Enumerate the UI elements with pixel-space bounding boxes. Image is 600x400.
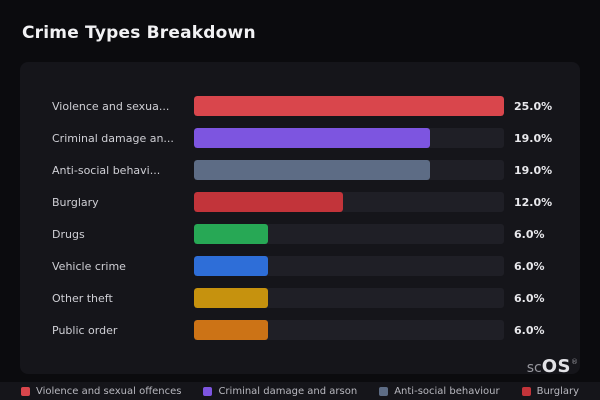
legend-swatch-icon bbox=[20, 386, 30, 396]
bar-track bbox=[194, 192, 504, 212]
bar-track bbox=[194, 128, 504, 148]
value-label: 6.0% bbox=[514, 259, 545, 273]
chart-panel: Violence and sexua... 25.0% Criminal damag… bbox=[20, 62, 580, 374]
bar[interactable] bbox=[194, 192, 343, 212]
bar-track bbox=[194, 224, 504, 244]
legend-item[interactable]: Anti-social behaviour bbox=[379, 385, 500, 397]
category-label: Violence and sexua... bbox=[52, 99, 170, 113]
legend-item[interactable]: Criminal damage and arson bbox=[203, 386, 357, 397]
value-label: 6.0% bbox=[514, 323, 545, 337]
bar-row: Vehicle crime 6.0% bbox=[20, 250, 580, 282]
bar-rows: Violence and sexua... 25.0% Criminal damag… bbox=[20, 90, 580, 346]
value-label: 6.0% bbox=[514, 291, 545, 305]
legend-swatch-icon bbox=[203, 386, 213, 396]
bar-track bbox=[194, 256, 504, 276]
scos-logo: sc OS ® bbox=[527, 358, 578, 376]
bar-track bbox=[194, 320, 504, 340]
bar[interactable] bbox=[194, 256, 269, 276]
value-label: 6.0% bbox=[514, 227, 545, 241]
logo-text-sc: sc bbox=[526, 360, 542, 376]
page-title: Crime Types Breakdown bbox=[22, 23, 256, 43]
value-label: 19.0% bbox=[514, 131, 553, 145]
bar-row: Burglary 12.0% bbox=[20, 186, 580, 218]
bar[interactable] bbox=[194, 96, 504, 116]
bar[interactable] bbox=[194, 288, 269, 308]
value-label: 19.0% bbox=[514, 163, 553, 177]
bar[interactable] bbox=[194, 224, 269, 244]
bar[interactable] bbox=[194, 160, 430, 180]
bar[interactable] bbox=[194, 128, 430, 148]
bar-row: Violence and sexua... 25.0% bbox=[20, 90, 580, 122]
bar-row: Drugs 6.0% bbox=[20, 218, 580, 250]
bar[interactable] bbox=[194, 320, 269, 340]
category-label: Criminal damage an... bbox=[52, 131, 174, 145]
category-label: Vehicle crime bbox=[52, 259, 126, 273]
legend-label: Anti-social behaviour bbox=[394, 385, 500, 397]
bar-track bbox=[194, 96, 504, 116]
legend-swatch-icon bbox=[521, 386, 531, 396]
bar-row: Criminal damage an... 19.0% bbox=[20, 122, 580, 154]
bar-track bbox=[194, 288, 504, 308]
bar-track bbox=[194, 160, 504, 180]
category-label: Public order bbox=[52, 323, 118, 337]
legend-swatch-icon bbox=[379, 386, 389, 396]
legend: Violence and sexual offences Criminal dam… bbox=[0, 382, 600, 400]
legend-label: Violence and sexual offences bbox=[35, 385, 182, 397]
value-label: 12.0% bbox=[514, 195, 553, 209]
category-label: Drugs bbox=[52, 227, 85, 241]
logo-text-os: OS bbox=[541, 356, 571, 377]
bar-row: Anti-social behavi... 19.0% bbox=[20, 154, 580, 186]
category-label: Other theft bbox=[52, 291, 113, 305]
value-label: 25.0% bbox=[514, 99, 553, 113]
bar-row: Other theft 6.0% bbox=[20, 282, 580, 314]
registered-trademark-icon: ® bbox=[571, 358, 578, 366]
legend-label: Criminal damage and arson bbox=[218, 385, 358, 397]
legend-label: Burglary bbox=[536, 385, 580, 397]
bar-row: Public order 6.0% bbox=[20, 314, 580, 346]
legend-item[interactable]: Violence and sexual offences bbox=[20, 385, 182, 397]
category-label: Anti-social behavi... bbox=[52, 163, 161, 177]
legend-item[interactable]: Burglary bbox=[521, 385, 580, 397]
category-label: Burglary bbox=[52, 195, 99, 209]
